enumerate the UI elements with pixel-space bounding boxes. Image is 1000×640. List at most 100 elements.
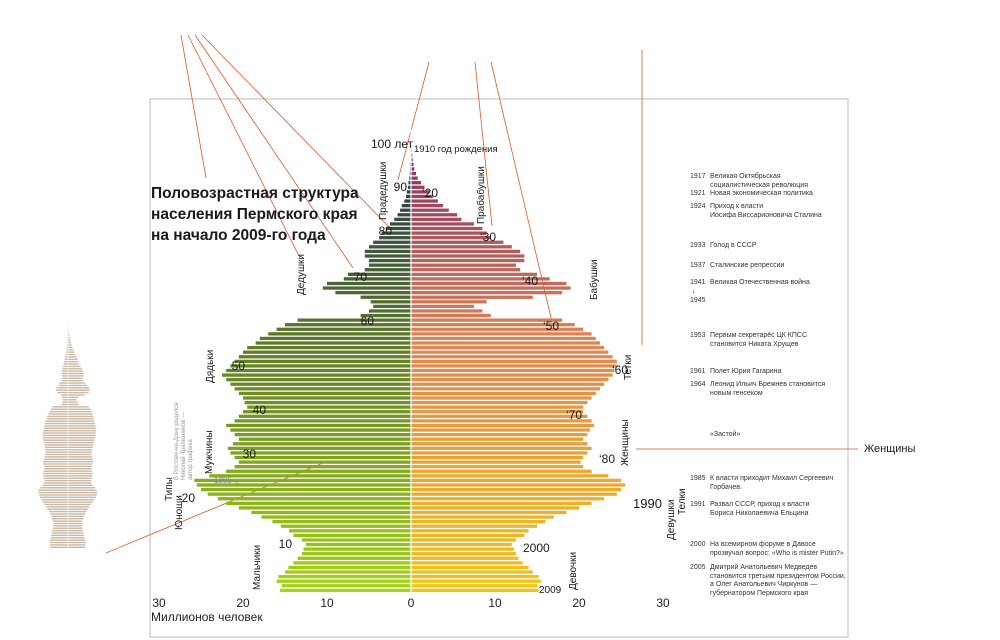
timeline-event-text: Голод в СССР (710, 242, 757, 251)
male-age-group-label: Мужчины (204, 430, 215, 474)
outside-women-label: Женщины (864, 443, 915, 455)
thumbnail-bar (56, 387, 90, 389)
bar-female (411, 579, 542, 583)
timeline-event-year: 1917 (690, 173, 706, 180)
bar-male (364, 254, 411, 258)
timeline-event-year: 1921 (690, 190, 706, 197)
thumbnail-bar (45, 446, 93, 449)
thumbnail-bar (44, 444, 94, 446)
bar-female (411, 162, 414, 167)
bar-male (390, 222, 411, 226)
bar-male (251, 510, 411, 515)
bar-female (411, 268, 521, 272)
bar-male (238, 391, 411, 396)
bar-male (227, 446, 411, 451)
age-label-100: 100 лет (371, 137, 414, 151)
male-age-group-label: Юноши (174, 495, 185, 530)
birth-year-label: 2000 (523, 541, 550, 555)
timeline-event-year: 1945 (690, 297, 706, 304)
bar-female (411, 474, 609, 478)
male-age-group-label: Дядьки (205, 350, 216, 383)
female-age-group-label: Бабушки (588, 259, 600, 300)
bar-female (411, 483, 626, 487)
thumbnail-bar (66, 346, 73, 349)
bar-female (411, 565, 529, 570)
bar-female (411, 236, 491, 240)
bar-male (401, 203, 411, 208)
year-1985-tick (229, 479, 241, 485)
thumbnail-bar (43, 429, 97, 432)
bar-female (411, 203, 443, 208)
bar-male (243, 410, 411, 414)
thumbnail-bar (61, 403, 79, 406)
bar-female (411, 547, 515, 551)
thumbnail-bar (44, 425, 96, 427)
bar-female (411, 529, 529, 533)
timeline-event-text-line: Дмитрий Анатольевич Медведев (710, 564, 818, 571)
bar-male (409, 171, 411, 176)
timeline-event-text-line: становится Никата Хрущев (710, 340, 799, 348)
thumbnail-bar (61, 380, 83, 382)
timeline-event-text-line: социалистическая революция (710, 181, 808, 189)
birth-year-label-1910: 1910 год рождения (414, 144, 498, 155)
thumbnail-pyramid (38, 305, 98, 548)
age-label-50: 50 (232, 359, 246, 373)
x-tick-label: 20 (572, 596, 586, 610)
female-age-group-label: Тетки (623, 355, 634, 380)
bar-female (411, 400, 588, 405)
leader-line (397, 61, 430, 181)
bar-female (411, 382, 605, 386)
bar-female (411, 414, 588, 418)
bar-female (411, 181, 422, 185)
bar-male (405, 194, 411, 199)
timeline-event-text-line: Иосифа Виссарионовича Сталина (710, 211, 822, 219)
bar-male (234, 419, 411, 423)
timeline-event-text: Первым секретарёс ЦК КПСС становится Ника… (710, 332, 807, 349)
bar-female (411, 213, 458, 217)
bar-male (247, 405, 411, 409)
bar-male (409, 176, 411, 180)
timeline-event-text-line: Леонид Ильич Брежнев становится (710, 381, 826, 388)
bar-male (293, 561, 411, 565)
timeline-event-year: 1953 (690, 332, 706, 339)
thumbnail-bar (61, 394, 85, 396)
timeline-event-text: Сталинские репрессии (710, 262, 784, 271)
bar-female (411, 584, 537, 588)
timeline-event-text-line: «Застой» (710, 431, 741, 438)
bar-female (411, 194, 433, 199)
timeline-event-text-line: новым генсеком (710, 389, 763, 397)
thumbnail-bar (42, 432, 96, 434)
thumbnail-bar (63, 363, 79, 365)
bar-female (411, 226, 483, 231)
bar-male (397, 213, 411, 217)
bar-male (243, 350, 411, 354)
timeline-event-text-line: прозвучал вопрос: «Who is mister Putin?» (710, 549, 844, 557)
thumbnail-bar (67, 332, 69, 334)
timeline-event-text-line: Приход к власти (710, 203, 764, 210)
bar-male (247, 345, 411, 350)
thumbnail-bar (42, 434, 96, 437)
bar-female (411, 487, 621, 492)
thumbnail-bar (47, 508, 88, 510)
timeline-event-text-line: Бориса Николаевича Ельцина (710, 509, 809, 517)
bar-female (411, 405, 584, 409)
bar-female (411, 570, 533, 574)
leader-line (194, 34, 354, 269)
author-side-note: автор графика (188, 439, 194, 480)
bar-female (411, 272, 537, 276)
thumbnail-bar (50, 408, 91, 410)
bar-female (411, 222, 474, 226)
bar-female (411, 277, 550, 281)
male-age-group-label: Типы (164, 477, 175, 501)
female-age-group-label: Девушки (666, 500, 677, 540)
timeline-event-year: 1937 (690, 262, 706, 269)
bar-male (369, 245, 411, 249)
bar-male (234, 455, 411, 460)
thumbnail-bar (67, 344, 72, 346)
thumbnail-bar (65, 356, 77, 358)
bar-male (379, 236, 411, 240)
thumbnail-bar (61, 372, 84, 375)
bar-male (272, 520, 411, 524)
bar-male (207, 492, 411, 496)
